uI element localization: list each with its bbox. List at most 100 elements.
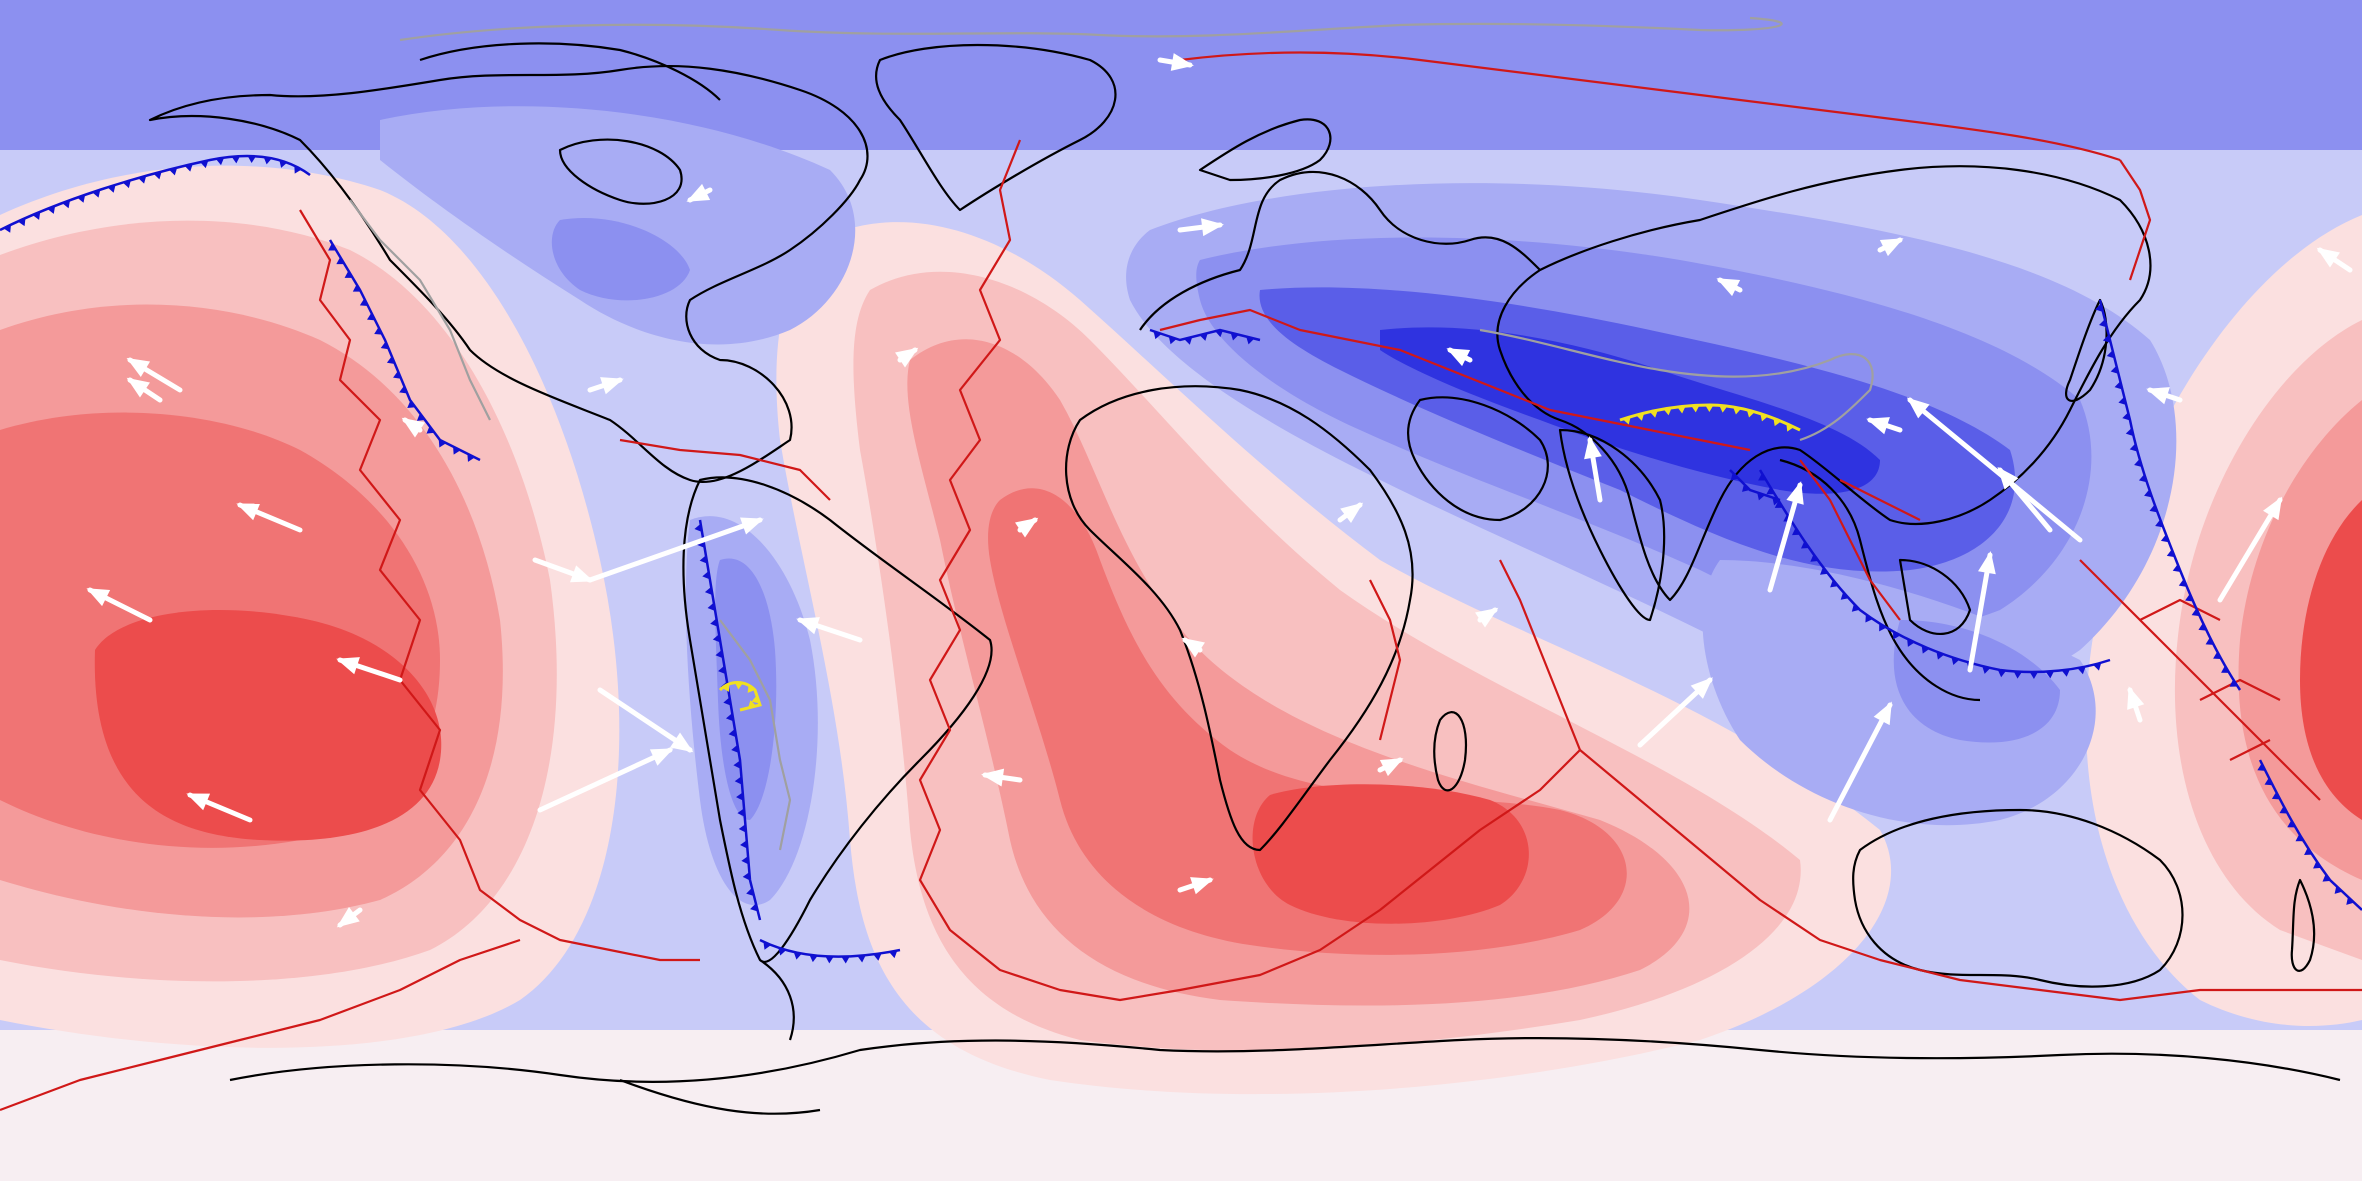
coast-antarctica [229,1036,2341,1083]
subduction-tooth [1230,332,1239,341]
subduction-teeth [3,155,2355,964]
velocity-arrow-head [1475,607,1499,628]
velocity-arrow-head [895,347,919,368]
subduction-tooth [279,159,288,168]
velocity-arrow-head [2263,496,2283,521]
subduction-tooth [2077,666,2086,675]
subduction-tooth [741,856,749,865]
velocity-arrow-head [1716,278,1741,297]
subduction-tooth [1936,651,1945,660]
subduction-tooth [2264,777,2273,786]
subduction-tooth [1820,567,1829,575]
subduction-tooth [77,194,86,203]
subduction-tooth [728,728,737,738]
subduction-tooth [2134,458,2143,467]
field-north-band [0,0,2362,150]
subduction-tooth [712,634,721,643]
subduction-tooth [736,792,744,801]
orogen-cordillera [349,199,491,421]
subduction-tooth [1758,473,1767,481]
subduction-tooth [169,167,178,176]
subduction-tooth [1921,645,1930,654]
boundary-indonesia-mesh [1799,459,2321,801]
velocity-arrow-head [796,617,820,635]
subduction-tooth [2191,608,2200,617]
coast-asia [1496,165,2152,602]
subduction-tooth [386,356,395,364]
subduction-tooth [715,650,724,659]
velocity-arrow-head [126,357,151,377]
subduction-tooth [453,446,461,455]
ridge-east-pacific [299,209,700,962]
subduction-tooth [740,840,748,849]
collision-tooth [1636,412,1645,421]
subduction-tooth [873,953,882,961]
subduction-tooth [2160,534,2169,543]
collision-tooth [747,684,756,693]
subduction-tooth [336,256,345,265]
subduction-tooth [2213,651,2222,659]
velocity-arrow-shaft [1907,397,2083,543]
subduction-tooth [2271,791,2281,800]
coast-madagascar [1433,711,1468,792]
subduction-tooth [2099,319,2107,328]
velocity-arrow-head [186,793,211,811]
field-himalaya-blue-4 [1380,327,1880,494]
collision-tooth [1786,423,1794,432]
trench-cascadia [328,239,481,462]
subduction-tooth [47,205,56,214]
coast-europe [1139,118,1541,331]
orogen-outlines [349,16,1874,851]
subduction-tooth [426,426,435,434]
subduction-tooth [1840,591,1849,600]
collision-tooth [1705,404,1714,413]
coast-se-asia [1779,458,1981,702]
velocity-arrow-shaft [1767,482,1803,593]
subduction-tooth [702,571,710,580]
subduction-tooth [825,956,834,964]
subduction-tooth [718,665,726,675]
velocity-arrow-head [670,732,694,753]
collision-himalaya [1619,403,1801,432]
boundary-northern-atlantic [1179,51,2121,162]
velocity-arrow-head [401,417,425,438]
trench-scotia [759,938,901,958]
collision-tooth [1746,409,1755,418]
collision-tooth [1719,405,1728,413]
velocity-arrow-head [1379,758,1404,777]
subduction-tooth [17,218,26,227]
subduction-tooth [2095,303,2103,312]
ridge-southwest-indian [1499,559,1582,751]
subduction-tooth [380,341,389,350]
coast-india [1558,428,1666,622]
velocity-arrow-head [1786,481,1804,505]
subduction-tooth [2118,396,2127,405]
subduction-tooth [2178,579,2187,587]
collision-tooth [1773,418,1782,427]
velocity-arrow-head [1879,238,1904,257]
subduction-tooth [122,180,131,189]
subduction-tooth [344,270,353,278]
coastlines [148,42,2341,1115]
subduction-tooth [2172,564,2181,573]
orogen-andes [719,619,792,851]
subduction-tooth [62,200,71,209]
subduction-tooth [2114,381,2123,390]
coast-antarctic-peninsula [619,959,821,1115]
velocity-arrow-head [126,377,150,398]
velocity-arrow-head [1446,348,1471,367]
subduction-tooth [359,298,369,307]
subduction-tooth [710,618,718,627]
subduction-tooth [467,453,475,462]
velocity-arrow-head [1340,502,1364,523]
subduction-tooth [231,156,241,164]
subduction-tooth [2229,679,2238,687]
trench-tonga [2258,759,2362,911]
velocity-arrow-head [2316,247,2340,268]
boundary-africa-rift [1369,579,1402,741]
subduction-tooth [778,947,787,956]
subduction-tooth [3,224,11,233]
boundary-caribbean [619,438,831,501]
